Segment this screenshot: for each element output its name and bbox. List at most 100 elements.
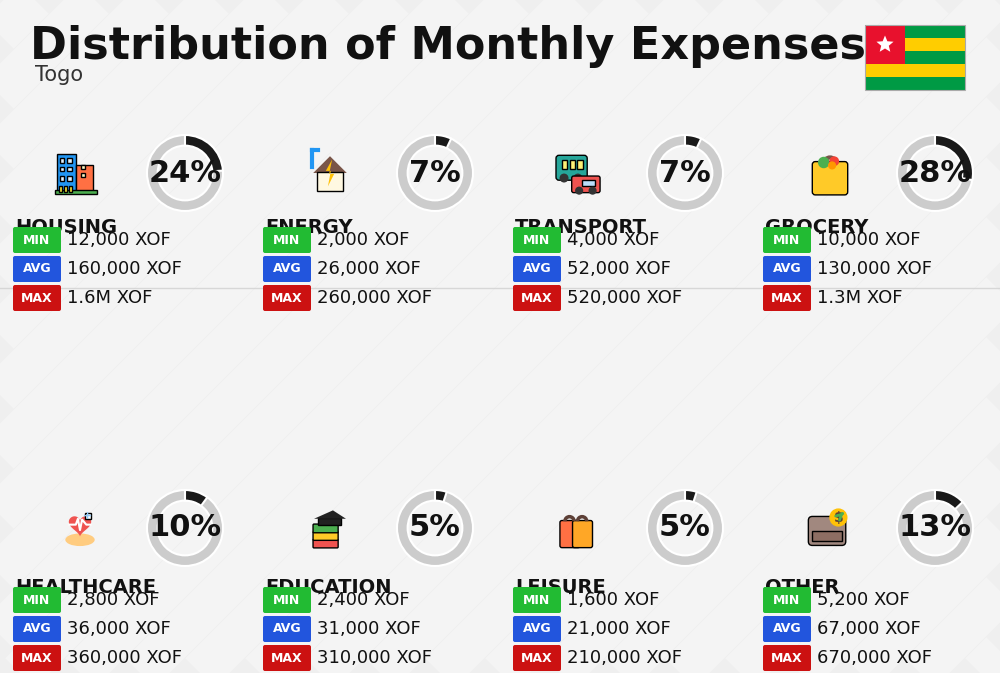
FancyBboxPatch shape [64,186,67,192]
FancyBboxPatch shape [67,158,72,162]
Wedge shape [897,135,973,211]
Text: MIN: MIN [773,594,801,606]
FancyBboxPatch shape [513,256,561,282]
Polygon shape [314,510,346,519]
Circle shape [560,174,568,182]
Text: 1.3M XOF: 1.3M XOF [817,289,902,307]
Text: 10%: 10% [148,513,222,542]
FancyBboxPatch shape [263,616,311,642]
Wedge shape [435,135,451,148]
Text: 28%: 28% [898,159,972,188]
Text: 13%: 13% [898,513,972,542]
Wedge shape [685,490,697,502]
FancyBboxPatch shape [577,160,583,169]
Text: 160,000 XOF: 160,000 XOF [67,260,182,278]
Polygon shape [313,156,347,173]
FancyBboxPatch shape [263,645,311,671]
FancyBboxPatch shape [763,645,811,671]
Text: 5,200 XOF: 5,200 XOF [817,591,910,609]
FancyBboxPatch shape [556,155,587,180]
FancyBboxPatch shape [513,587,561,613]
FancyBboxPatch shape [59,186,62,192]
FancyBboxPatch shape [865,25,905,64]
Polygon shape [326,160,334,186]
Text: 52,000 XOF: 52,000 XOF [567,260,671,278]
Text: MIN: MIN [23,234,51,246]
Text: 520,000 XOF: 520,000 XOF [567,289,682,307]
Text: AVG: AVG [273,623,301,635]
Text: MIN: MIN [773,234,801,246]
Text: LEISURE: LEISURE [515,578,606,597]
Wedge shape [647,135,723,211]
Polygon shape [876,36,894,52]
Ellipse shape [65,534,95,546]
FancyBboxPatch shape [81,165,85,169]
FancyBboxPatch shape [55,190,97,194]
Circle shape [574,174,582,182]
Wedge shape [935,490,963,509]
Text: +: + [83,511,93,521]
Text: 1.6M XOF: 1.6M XOF [67,289,152,307]
Text: AVG: AVG [773,262,801,275]
FancyBboxPatch shape [81,173,85,177]
Text: 310,000 XOF: 310,000 XOF [317,649,432,667]
FancyBboxPatch shape [865,77,965,90]
FancyBboxPatch shape [763,587,811,613]
Circle shape [830,157,838,166]
Text: 5%: 5% [659,513,711,542]
FancyBboxPatch shape [865,25,965,38]
FancyBboxPatch shape [572,176,600,192]
Text: 10,000 XOF: 10,000 XOF [817,231,920,249]
Text: 670,000 XOF: 670,000 XOF [817,649,932,667]
Text: GROCERY: GROCERY [765,218,868,237]
Text: ENERGY: ENERGY [265,218,353,237]
Text: AVG: AVG [773,623,801,635]
FancyBboxPatch shape [60,167,64,171]
FancyBboxPatch shape [67,176,72,180]
Text: MAX: MAX [271,291,303,304]
Text: 26,000 XOF: 26,000 XOF [317,260,421,278]
FancyBboxPatch shape [513,616,561,642]
Text: 210,000 XOF: 210,000 XOF [567,649,682,667]
Wedge shape [935,135,973,180]
FancyBboxPatch shape [85,513,91,519]
FancyBboxPatch shape [865,51,965,64]
Text: MAX: MAX [521,651,553,664]
FancyBboxPatch shape [513,285,561,311]
Text: MIN: MIN [273,234,301,246]
Wedge shape [147,490,223,566]
FancyBboxPatch shape [318,518,341,525]
Text: AVG: AVG [523,623,551,635]
FancyBboxPatch shape [13,587,61,613]
Polygon shape [69,516,91,536]
Wedge shape [185,135,223,172]
FancyBboxPatch shape [560,520,580,548]
FancyBboxPatch shape [582,180,595,186]
Text: MIN: MIN [273,594,301,606]
Wedge shape [685,135,701,148]
Text: 2,400 XOF: 2,400 XOF [317,591,410,609]
Text: MAX: MAX [521,291,553,304]
FancyBboxPatch shape [763,256,811,282]
FancyBboxPatch shape [263,227,311,253]
FancyBboxPatch shape [865,64,965,77]
FancyBboxPatch shape [865,38,965,51]
Circle shape [819,157,829,168]
Text: MAX: MAX [771,651,803,664]
FancyBboxPatch shape [808,516,846,545]
FancyBboxPatch shape [13,645,61,671]
Text: MAX: MAX [21,291,53,304]
Wedge shape [147,135,223,211]
FancyBboxPatch shape [13,227,61,253]
Text: MIN: MIN [523,594,551,606]
Circle shape [576,187,583,194]
FancyBboxPatch shape [812,162,848,195]
FancyBboxPatch shape [67,167,72,171]
Text: Distribution of Monthly Expenses: Distribution of Monthly Expenses [30,25,866,68]
Text: AVG: AVG [273,262,301,275]
Text: 2,000 XOF: 2,000 XOF [317,231,409,249]
FancyBboxPatch shape [812,531,842,542]
FancyBboxPatch shape [57,154,76,192]
FancyBboxPatch shape [263,285,311,311]
FancyBboxPatch shape [763,616,811,642]
